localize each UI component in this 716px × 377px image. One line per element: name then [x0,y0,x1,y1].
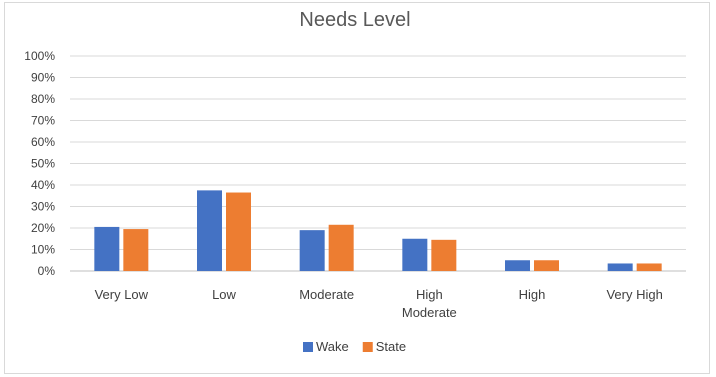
bar-state-1 [226,192,251,271]
y-tick-label: 10% [31,243,55,257]
y-tick-label: 30% [31,200,55,214]
x-category-label: Low [212,287,236,302]
legend-label-state: State [376,339,406,354]
y-tick-label: 50% [31,157,55,171]
bar-wake-1 [197,190,222,271]
chart-title: Needs Level [299,9,410,31]
legend-swatch-wake [303,342,313,352]
chart-frame [4,2,710,374]
x-category-label: Very Low [95,287,149,302]
bar-wake-4 [505,260,530,271]
gridlines [70,55,686,272]
y-axis-ticks: 0% 10% 20% 30% 40% 50% 60% 70% 80% 90% 100% [24,49,55,278]
y-tick-label: 0% [38,264,56,278]
bar-wake-2 [299,230,325,271]
bar-state-3 [431,239,457,271]
legend-swatch-state [362,342,373,352]
bar-wake-5 [607,263,633,271]
bar-state-4 [534,260,559,271]
y-tick-label: 60% [31,135,55,149]
x-category-label: Very High [606,287,662,302]
y-tick-label: 100% [24,49,55,63]
y-tick-label: 90% [31,71,55,85]
y-tick-label: 20% [31,221,55,235]
x-axis-categories: Very Low Low Moderate High Moderate High Very … [95,287,663,320]
y-tick-label: 80% [31,92,55,106]
bars [94,190,662,271]
legend-label-wake: Wake [316,339,349,354]
bar-wake-0 [94,226,120,271]
y-tick-label: 70% [31,114,55,128]
x-category-label: Moderate [299,287,354,302]
x-category-label: High [519,287,546,302]
bar-state-0 [123,229,149,271]
bar-wake-3 [402,238,428,271]
x-category-label: High Moderate [402,287,457,320]
bar-state-5 [636,263,662,271]
y-tick-label: 40% [31,178,55,192]
bar-state-2 [328,224,354,271]
legend: Wake State [303,339,406,354]
